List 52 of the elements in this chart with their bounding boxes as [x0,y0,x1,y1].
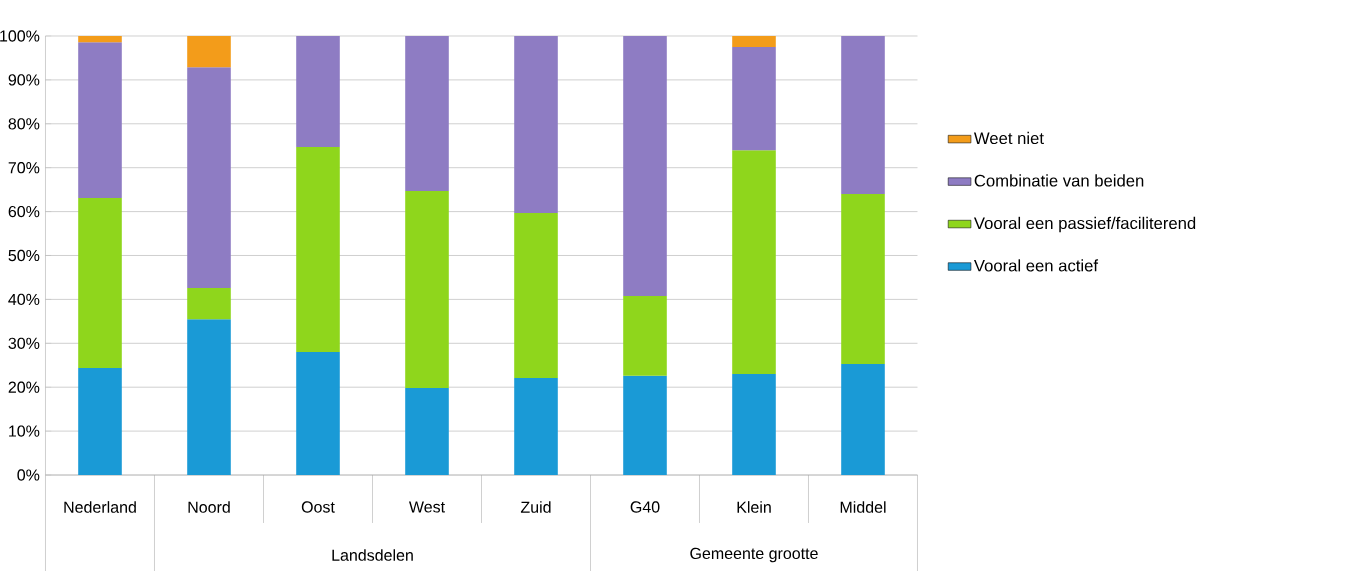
legend-label: Vooral een passief/faciliterend [973,216,1196,233]
bar [623,35,667,296]
bar [514,377,558,475]
y-tick-label: 60% [8,205,40,218]
bar [514,35,558,213]
y-tick-label: 10% [9,425,40,437]
bar [732,374,776,475]
text: Gemeente grootte [690,547,818,563]
y-tick-label: 20% [8,381,40,393]
y-tick-label: 80% [8,118,40,130]
bar [296,35,340,148]
bar [623,375,667,475]
legend-label: Vooral een actief [973,259,1099,272]
y-tick-label: 50% [8,249,40,262]
bar [78,35,122,43]
bar [732,46,776,151]
bar [405,388,449,475]
bar [623,295,667,376]
legend-label: Combinatie van beiden [974,174,1144,187]
bar [732,35,776,47]
x-tick-label: G40 [630,501,660,513]
x-tick-label: West [408,501,445,513]
bar [514,212,558,378]
legend-label: Weet niet [973,131,1044,145]
x-tick-label: Klein [737,501,771,513]
bar [187,319,231,475]
bar [841,35,885,195]
y-tick-label: 0% [17,469,40,481]
bar [405,190,449,389]
x-tick-label: Oost [301,501,335,513]
bar [841,363,885,475]
bar [78,367,122,475]
bar [187,35,231,68]
x-tick-label: Middel [840,501,886,513]
y-tick-label: 30% [8,337,40,349]
bar [187,287,231,320]
bar [841,194,885,364]
x-tick-label: Zuid [520,501,551,513]
bar [78,42,122,198]
y-tick-label: 40% [8,293,40,306]
x-tick-label: Noord [188,501,230,513]
bar [187,67,231,288]
text: Landsdelen [332,549,413,561]
y-tick-label: 70% [8,162,40,174]
x-tick-label: Nederland [64,501,136,513]
y-tick-label: 90% [8,74,40,86]
bar [732,150,776,375]
bar [78,197,122,368]
bar [296,147,340,353]
bar [405,35,449,191]
y-tick-label: 100% [0,30,40,42]
bar [296,352,340,475]
